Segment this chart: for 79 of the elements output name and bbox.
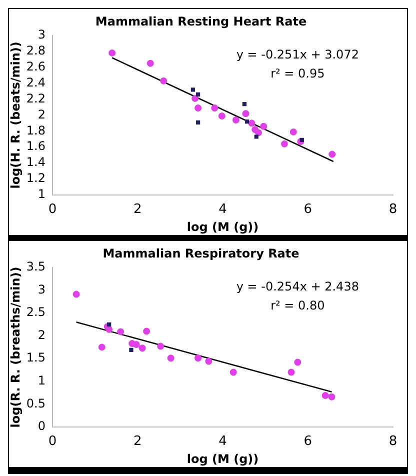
point (218, 112, 226, 120)
x-tick-label: 6 (304, 434, 312, 450)
point (194, 354, 202, 362)
y-axis-title: log(R. R. (breaths/min)) (8, 266, 22, 428)
x-tick-label: 8 (388, 202, 398, 218)
y-tick-label: 2 (38, 107, 46, 122)
point (196, 92, 200, 97)
point (146, 60, 154, 67)
point (322, 392, 329, 400)
y-tick-label: 0 (38, 419, 46, 434)
point (138, 344, 146, 352)
point (290, 128, 297, 136)
point (108, 49, 116, 56)
point (242, 102, 247, 106)
y-tick-label: 2 (38, 328, 46, 342)
x-tick-label: 2 (133, 434, 142, 450)
y-tick-label: 1 (38, 374, 46, 388)
point (300, 138, 304, 142)
y-tick-label: 1.4 (26, 155, 46, 170)
annotation: y = -0.254x + 2.438 (236, 280, 359, 294)
y-tick-label: 1.5 (26, 350, 46, 365)
point (211, 104, 218, 112)
y-tick-label: 1.8 (26, 123, 46, 138)
point (328, 150, 336, 158)
point (254, 134, 258, 139)
y-tick-label: 0.5 (26, 396, 46, 410)
point (280, 140, 288, 148)
point (167, 354, 174, 362)
point (242, 110, 250, 118)
y-tick-label: 3 (38, 282, 46, 296)
y-tick-label: 3.5 (26, 260, 46, 274)
point (230, 368, 237, 376)
annotation: r² = 0.80 (270, 298, 325, 313)
point (157, 342, 164, 350)
point (190, 88, 196, 92)
chart-title: Mammalian Resting Heart Rate (95, 14, 307, 28)
point (98, 344, 106, 351)
point (232, 116, 240, 124)
point (72, 290, 80, 298)
chart-title: Mammalian Respiratory Rate (102, 246, 300, 260)
point (328, 393, 336, 400)
y-tick-label: 2.8 (26, 43, 46, 58)
point (192, 94, 199, 102)
annotation: r² = 0.95 (270, 66, 325, 81)
point (143, 328, 150, 335)
point (254, 129, 262, 136)
y-tick-label: 3 (38, 28, 46, 42)
x-tick-label: 4 (218, 434, 227, 450)
point (196, 120, 200, 124)
point (248, 120, 256, 127)
y-tick-label: 1.2 (26, 171, 46, 186)
x-tick-label: 4 (218, 202, 227, 218)
x-tick-label: 6 (304, 202, 312, 218)
y-axis-title: log(H. R. (beats/min)) (8, 42, 22, 189)
point (107, 322, 112, 326)
point (288, 368, 295, 376)
y-tick-label: 1.6 (26, 139, 46, 154)
point (117, 328, 124, 336)
annotation: y = -0.251x + 3.072 (236, 48, 359, 62)
point (129, 348, 134, 352)
point (194, 104, 202, 112)
point (294, 358, 302, 366)
x-tick-label: 2 (133, 202, 142, 218)
y-tick-label: 2.6 (26, 59, 46, 74)
point (160, 77, 168, 84)
y-tick-label: 2.2 (26, 91, 46, 106)
y-tick-label: 1 (38, 187, 46, 202)
x-tick-label: 8 (388, 434, 398, 450)
x-axis-title: log (M (g)) (186, 452, 259, 466)
y-tick-label: 2.5 (26, 305, 46, 320)
point (106, 326, 113, 333)
point (205, 358, 212, 365)
x-tick-label: 0 (48, 434, 57, 450)
point (132, 340, 140, 348)
x-axis-title: log (M (g)) (186, 220, 259, 234)
x-tick-label: 0 (48, 202, 57, 218)
point (260, 122, 268, 130)
y-tick-label: 2.4 (26, 75, 46, 90)
point (244, 120, 250, 124)
